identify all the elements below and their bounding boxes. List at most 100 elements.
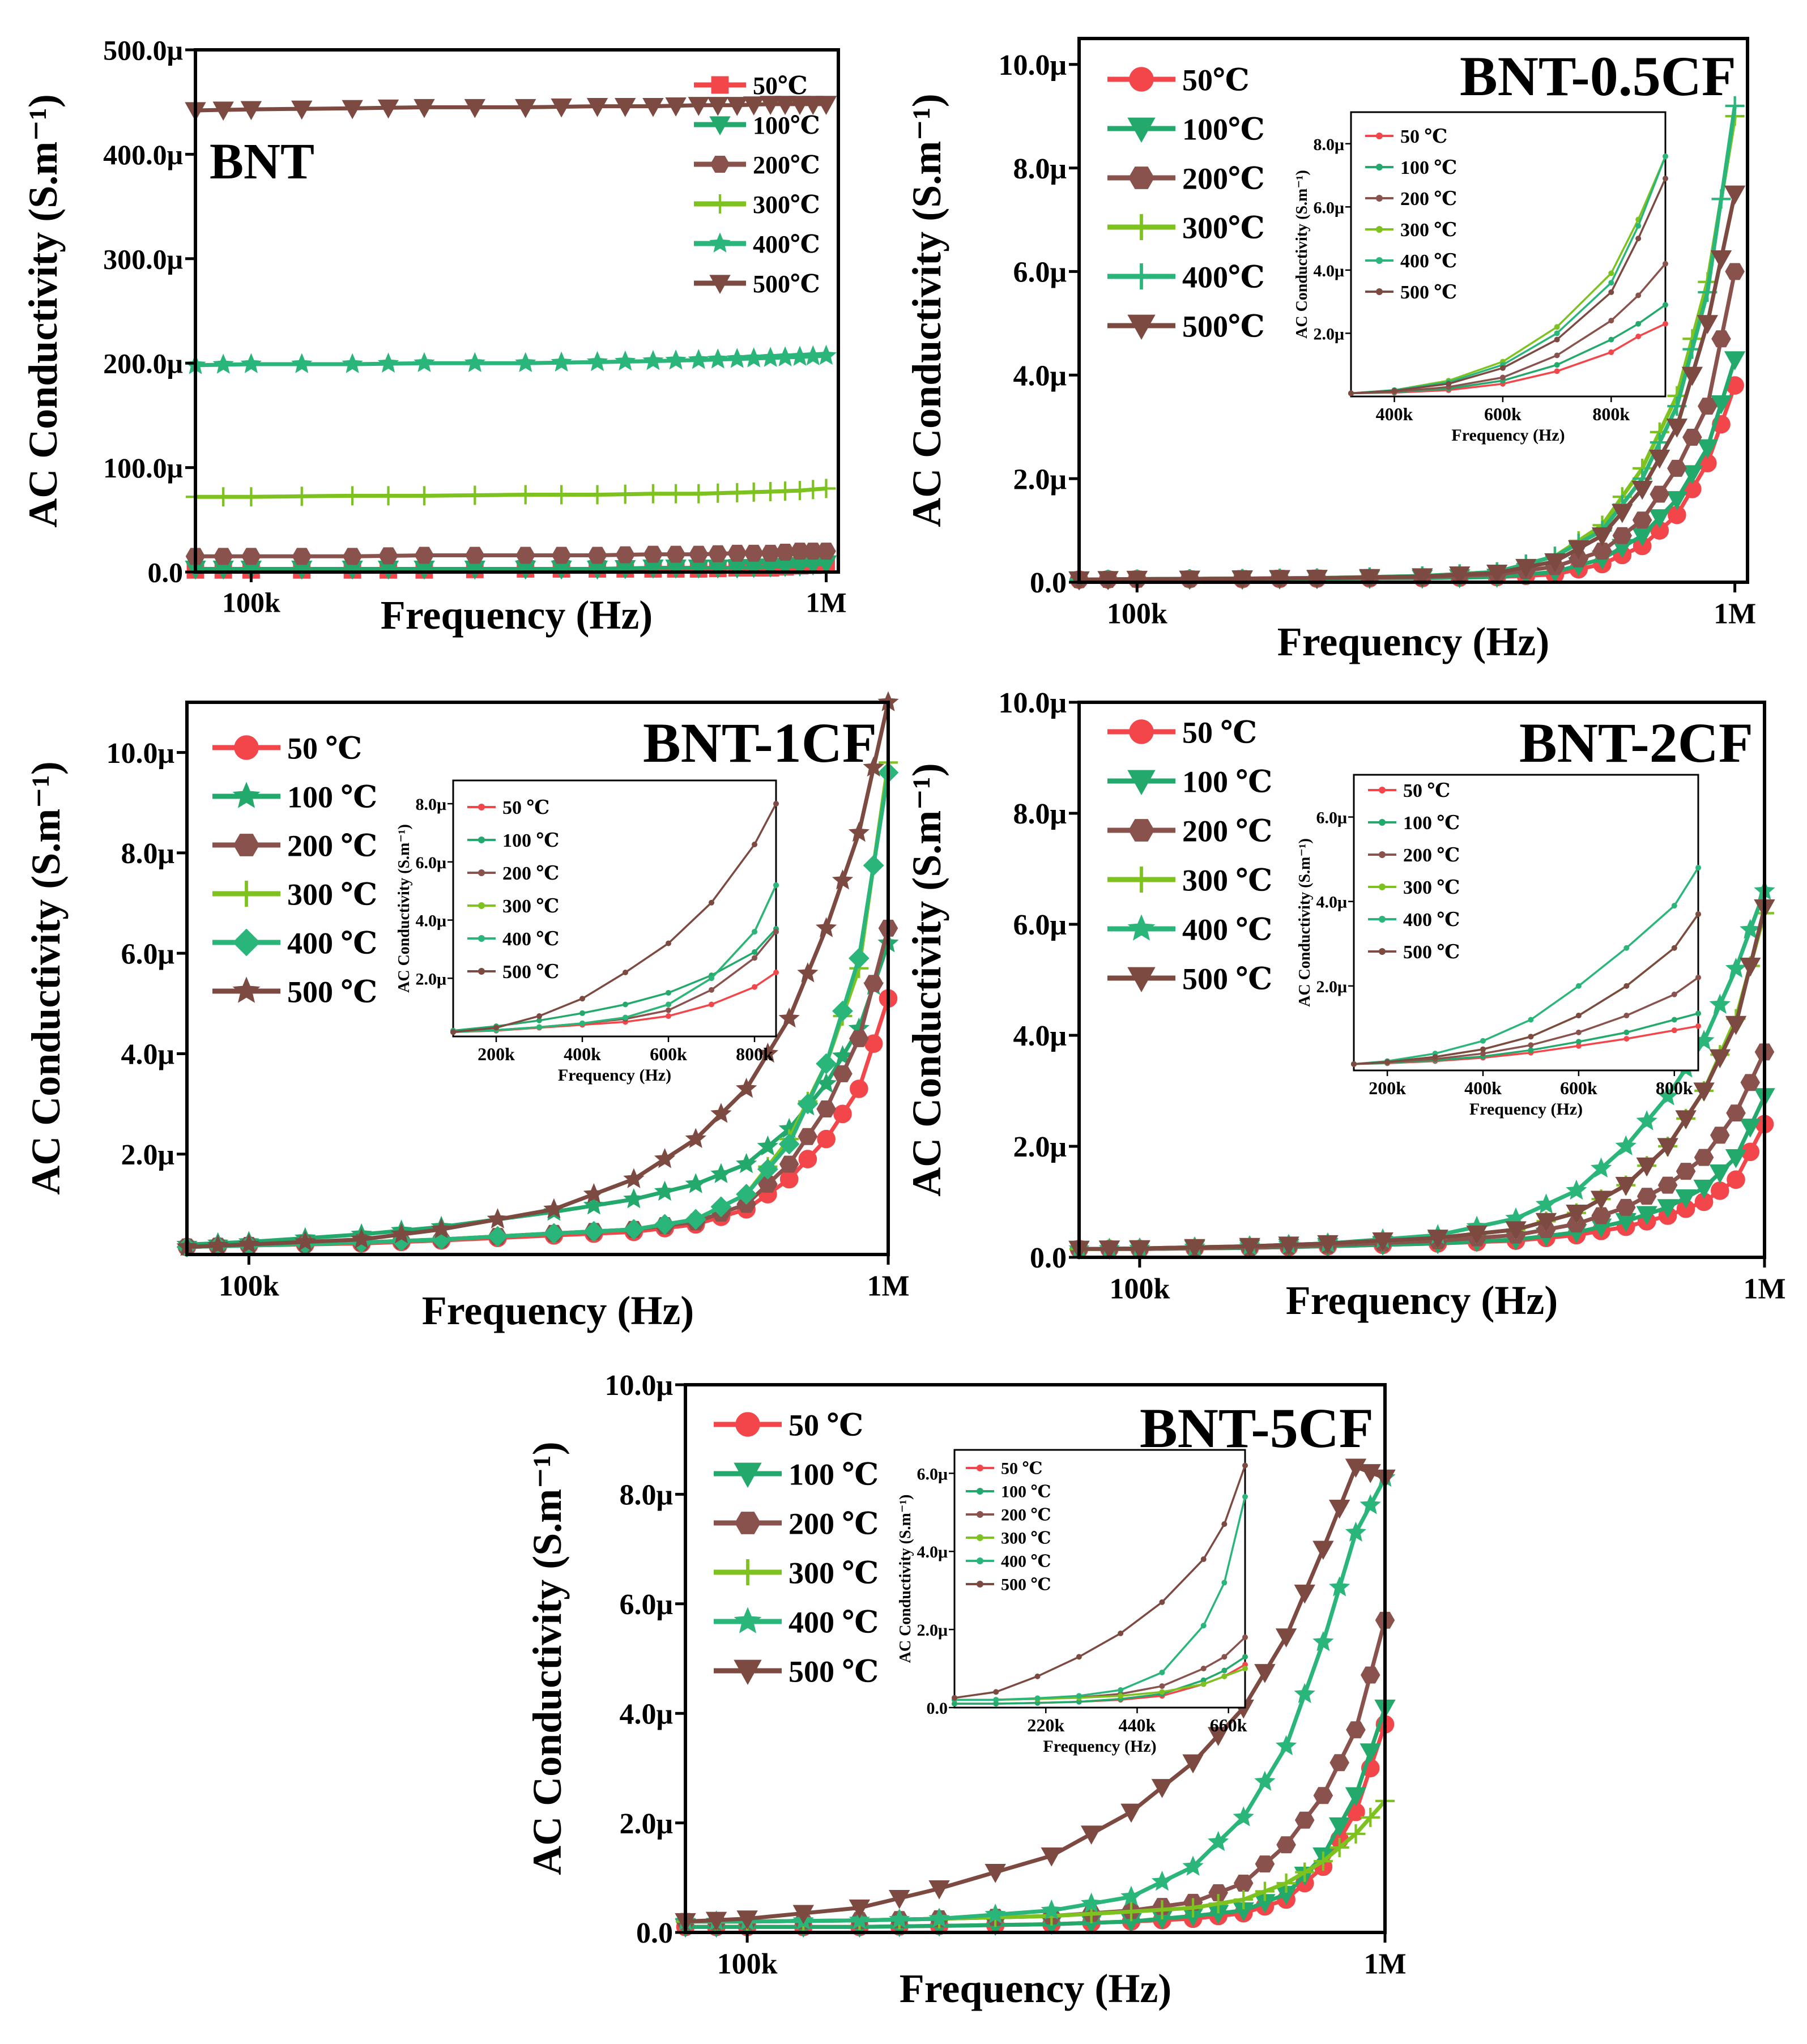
legend-item: 500 ℃ — [212, 975, 377, 1009]
data-point — [743, 347, 765, 368]
inset-data-point — [752, 929, 757, 935]
inset-data-point — [1554, 352, 1560, 359]
y-tick-label: 2.0μ — [620, 1808, 673, 1840]
data-point — [615, 484, 635, 504]
inset-legend-label: 300 ℃ — [1403, 877, 1460, 898]
data-point — [1612, 503, 1633, 523]
legend-label: 300℃ — [1182, 211, 1265, 245]
inset-data-point — [1446, 381, 1452, 387]
data-point — [431, 1218, 452, 1239]
inset-x-tick-label: 440k — [1119, 1715, 1156, 1735]
data-point — [744, 544, 764, 562]
inset-legend-marker — [478, 837, 485, 843]
inset-data-point — [952, 1695, 957, 1701]
inset-data-point — [1671, 1027, 1677, 1034]
inset-data-point — [1200, 1556, 1207, 1563]
data-point — [1709, 1049, 1731, 1069]
inset-legend-label: 100 ℃ — [502, 830, 559, 851]
data-point — [642, 349, 664, 370]
y-tick-label: 500.0μ — [103, 35, 183, 66]
data-point — [1694, 1149, 1714, 1166]
inset-series-line — [1350, 263, 1667, 395]
legend-item: 300℃ — [694, 191, 820, 219]
data-point — [789, 96, 811, 115]
legend-item: 400 ℃ — [1107, 912, 1272, 946]
series-group — [185, 96, 837, 580]
inset-legend-label: 400 ℃ — [1403, 910, 1460, 931]
legend-item: 100 ℃ — [714, 1457, 879, 1491]
inset-legend-label: 200 ℃ — [502, 863, 559, 884]
panel-title: BNT — [210, 134, 314, 190]
data-point — [1535, 1213, 1557, 1232]
data-point — [816, 479, 836, 498]
legend-marker — [1127, 770, 1156, 796]
inset-legend-item: 100 ℃ — [1365, 157, 1457, 178]
x-tick-label: 100k — [717, 1948, 778, 1981]
data-point — [774, 346, 796, 366]
series-markers — [176, 691, 899, 1256]
inset-legend-marker — [1379, 884, 1386, 890]
data-point — [726, 348, 748, 368]
data-point — [1697, 315, 1719, 334]
inset-data-point — [1528, 1047, 1534, 1053]
inset-data-point — [993, 1689, 999, 1695]
inset-data-point — [1159, 1689, 1165, 1695]
inset-legend-marker — [1376, 164, 1383, 170]
inset-data-point — [1554, 362, 1560, 368]
inset-data-point — [1221, 1654, 1228, 1660]
inset-legend-label: 300 ℃ — [1001, 1529, 1051, 1548]
legend-marker — [711, 76, 729, 94]
inset-legend-marker — [1379, 948, 1386, 955]
legend-label: 100 ℃ — [789, 1457, 879, 1491]
inset-data-point — [536, 1024, 542, 1030]
data-point — [583, 1221, 604, 1242]
inset-legend-item: 50 ℃ — [1368, 780, 1450, 801]
legend-marker — [709, 275, 731, 295]
inset-data-point — [773, 929, 779, 935]
data-point — [1208, 1830, 1229, 1851]
inset-data-point — [1575, 1013, 1582, 1019]
data-point — [1097, 571, 1119, 591]
data-point — [1233, 1806, 1254, 1827]
data-point — [1676, 1163, 1696, 1180]
inset-data-point — [1242, 1666, 1248, 1672]
data-point — [377, 99, 399, 119]
data-point — [1312, 1631, 1334, 1652]
data-point — [342, 100, 363, 120]
data-point — [292, 548, 312, 565]
data-point — [758, 1175, 778, 1193]
legend-marker — [735, 1559, 761, 1585]
inset-legend-item: 300 ℃ — [1365, 220, 1457, 241]
inset-legend-item: 100 ℃ — [966, 1483, 1051, 1501]
x-axis-label: Frequency (Hz) — [381, 592, 653, 638]
data-point — [240, 101, 262, 121]
inset-data-point — [1695, 974, 1701, 980]
inset-y-axis-label: AC Conductivity (S.m⁻¹) — [1296, 838, 1314, 1007]
data-point — [1317, 1235, 1339, 1254]
inset-x-tick-label: 400k — [1464, 1078, 1502, 1098]
data-point — [292, 487, 312, 506]
y-tick-label: 8.0μ — [620, 1479, 673, 1512]
inset-data-point — [1575, 1043, 1582, 1049]
data-point — [833, 1104, 852, 1124]
data-point — [798, 1128, 818, 1145]
inset-data-point — [1432, 1054, 1438, 1060]
panel-bnt-1cf: 2.0μ 4.0μ 6.0μ 8.0μ 10.0μ 100k 1M Frequency (Hz… — [23, 691, 910, 1333]
inset-data-point — [1076, 1654, 1082, 1660]
y-tick-label: 8.0μ — [1013, 798, 1067, 830]
data-point — [1693, 1179, 1715, 1199]
y-tick-label: 6.0μ — [121, 938, 174, 970]
data-point — [1294, 1584, 1315, 1604]
data-point — [1535, 1193, 1557, 1214]
data-point — [832, 1000, 853, 1022]
data-point — [586, 351, 608, 372]
inset-data-point — [752, 949, 757, 955]
inset-data-point — [1200, 1677, 1207, 1683]
data-point — [1328, 1499, 1350, 1519]
y-axis-label: AC Conductivity (S.m⁻¹) — [904, 763, 949, 1197]
data-point — [1345, 1458, 1367, 1478]
y-tick-label: 10.0μ — [999, 49, 1067, 82]
data-point — [487, 1208, 509, 1228]
inset-data-point — [1695, 1023, 1701, 1029]
y-tick-label: 6.0μ — [620, 1589, 673, 1621]
